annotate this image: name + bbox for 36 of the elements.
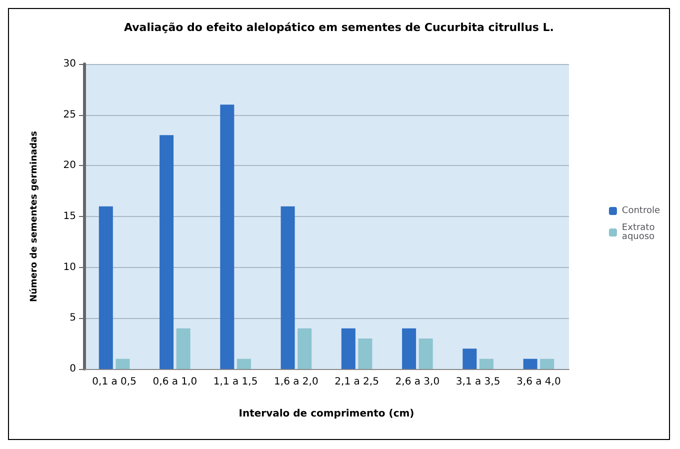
x-tick-label: 2,6 a 3,0	[395, 376, 440, 388]
chart-title: Avaliação do efeito alelopático em sementes de Cucurbita citrullus L.	[124, 21, 554, 34]
bar	[358, 338, 372, 369]
y-tick-label: 0	[70, 364, 76, 374]
x-tick-label: 1,1 a 1,5	[213, 376, 258, 388]
bar	[418, 338, 433, 369]
x-axis-title: Intervalo de comprimento (cm)	[238, 408, 414, 420]
bar	[236, 358, 251, 369]
x-tick-label: 3,6 a 4,0	[516, 376, 561, 388]
bar	[220, 104, 234, 369]
x-tick-label: 0,1 a 0,5	[92, 376, 136, 388]
bar	[298, 328, 312, 369]
y-tick-label: 20	[63, 160, 76, 172]
y-tick-label: 10	[63, 262, 76, 273]
bar	[280, 206, 295, 369]
legend-label: Controle	[622, 206, 660, 216]
bar	[160, 135, 174, 369]
y-tick-label: 30	[63, 58, 76, 70]
legend-label: Extrato aquoso	[622, 223, 658, 242]
bar	[462, 348, 477, 369]
x-tick-label: 1,6 a 2,0	[274, 376, 318, 388]
y-tick-label: 5	[70, 312, 76, 324]
x-tick-label: 0,6 a 1,0	[152, 376, 198, 388]
bar	[402, 328, 416, 369]
y-tick-label: 25	[63, 109, 76, 120]
y-axis-title: Número de sementes germinadas	[28, 131, 40, 302]
x-tick-label: 3,1 a 3,5	[456, 376, 500, 388]
bar	[116, 358, 130, 369]
y-tick-label: 15	[63, 211, 76, 222]
bar	[176, 328, 190, 369]
bar	[98, 206, 113, 369]
bar	[523, 358, 538, 369]
bar	[479, 358, 494, 369]
bar	[341, 328, 356, 369]
bar	[540, 358, 554, 369]
x-tick-label: 2,1 a 2,5	[334, 376, 379, 388]
